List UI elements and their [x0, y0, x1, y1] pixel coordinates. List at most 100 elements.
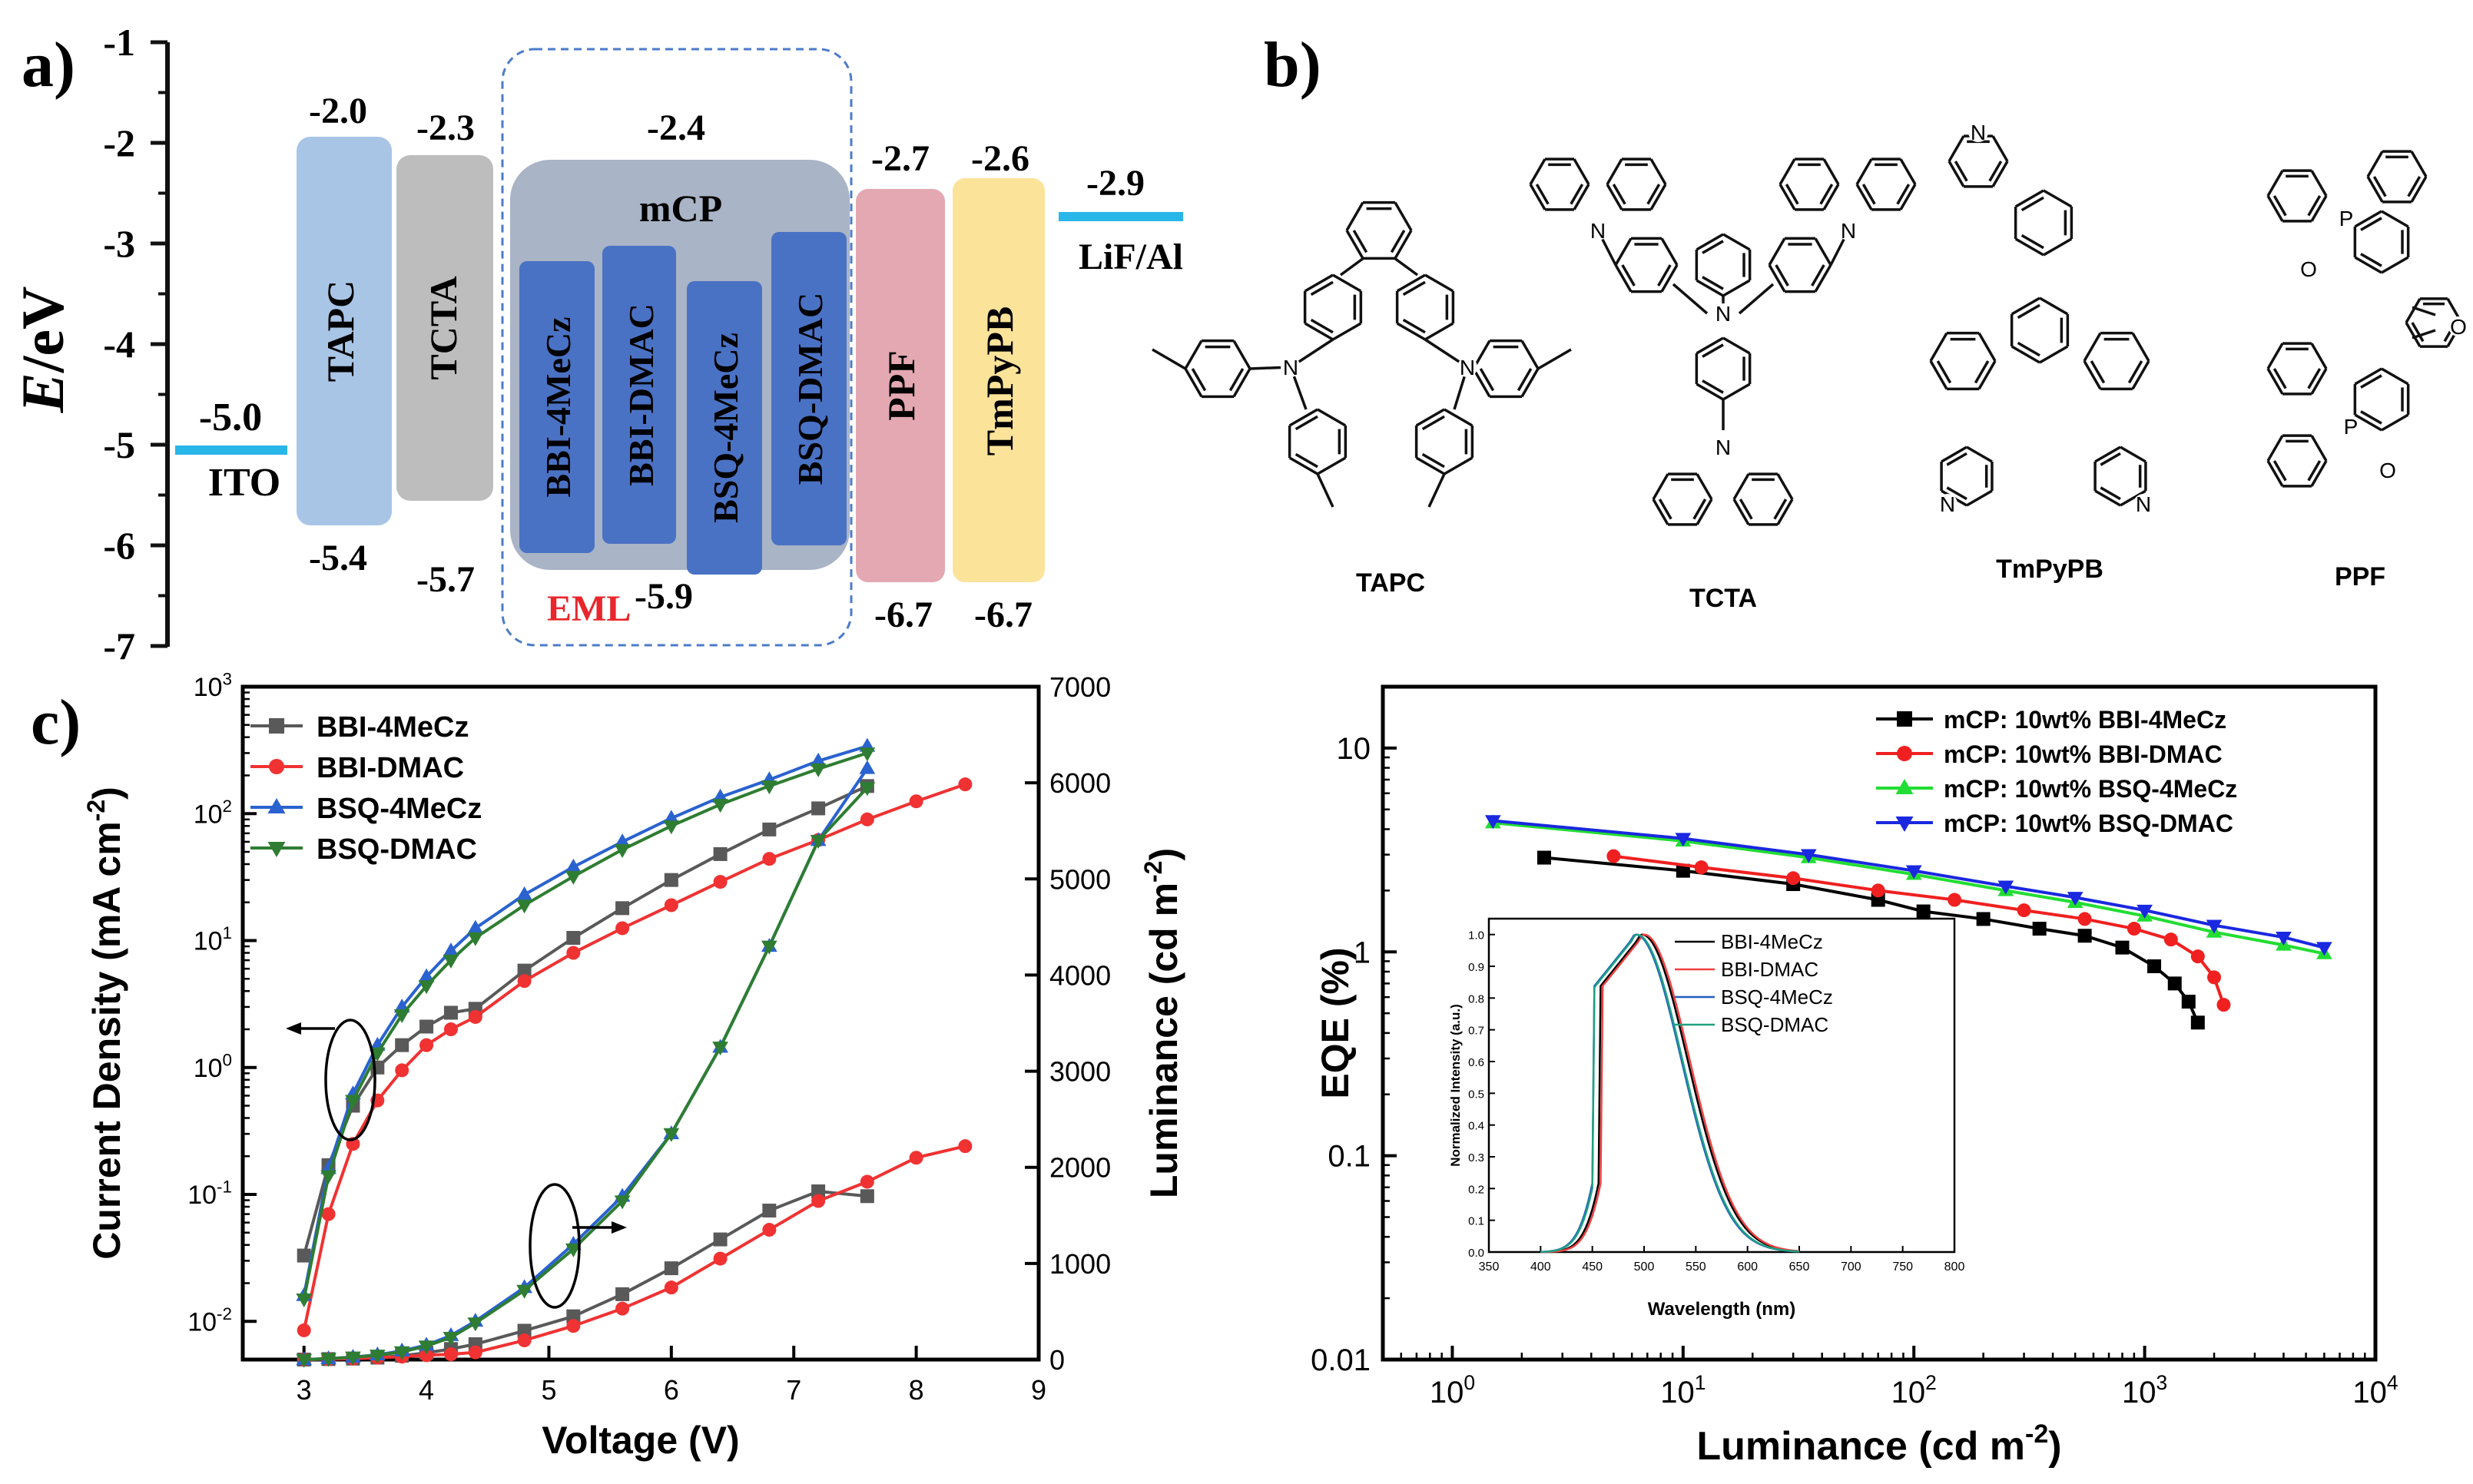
jvl-data-point — [517, 1333, 532, 1347]
eqe-x-tick-label: 104 — [2352, 1371, 2398, 1409]
jvl-data-point — [909, 794, 923, 809]
bond — [2354, 210, 2382, 228]
jvl-data-point — [713, 1232, 728, 1247]
atom-label: O — [2450, 315, 2467, 339]
bond — [1570, 184, 1584, 205]
bond — [2307, 368, 2322, 389]
jvl-x-tick-label: 6 — [664, 1374, 679, 1406]
bond — [1394, 230, 1413, 260]
bond — [2120, 489, 2146, 507]
eqe-data-point — [1905, 865, 1922, 879]
jvl-data-point — [345, 1351, 361, 1366]
bond — [1332, 273, 1362, 293]
jvl-data-point — [664, 873, 678, 887]
pl-y-axis-label: Normalized Intensity (a.u.) — [1448, 1004, 1463, 1167]
jvl-y2-tick-label: 3000 — [1049, 1056, 1111, 1088]
bond — [1660, 264, 1679, 293]
jvl-data-point — [443, 942, 459, 957]
eqe-x-tick-label: 103 — [2122, 1371, 2167, 1409]
pl-x-tick-label: 600 — [1737, 1260, 1758, 1274]
jvl-data-point — [663, 820, 680, 835]
tcta-homo: -5.7 — [416, 559, 475, 600]
pl-y-tick-label: 0.4 — [1468, 1120, 1484, 1133]
bond — [1822, 158, 1840, 185]
tmpypb-layer — [953, 178, 1045, 582]
jvl-y-tick-label: 101 — [194, 923, 232, 956]
jvl-data-point — [418, 980, 435, 995]
jvl-y2-ticks: 0 1000 2000 3000 4000 5000 6000 7000 — [1025, 671, 1111, 1376]
bond — [2360, 253, 2382, 267]
eqe-data-point — [2163, 932, 2178, 947]
bond — [1819, 184, 1834, 205]
jvl-data-point — [467, 1317, 484, 1332]
bond — [2014, 189, 2044, 208]
jvl-y-tick-label: 102 — [194, 797, 232, 829]
jvl-y-tick-label: 100 — [194, 1050, 232, 1082]
bond — [1402, 280, 1426, 296]
bond — [1855, 158, 1873, 185]
bond — [1974, 360, 1990, 384]
bond — [1936, 360, 1952, 384]
eqe-data-point — [1606, 849, 1621, 863]
pl-x-tick-label: 700 — [1841, 1260, 1861, 1274]
jvl-data-point — [909, 1151, 923, 1165]
bond — [1646, 184, 1661, 205]
bond — [1304, 322, 1334, 341]
jvl-data-point — [393, 1346, 410, 1360]
jvl-data-point — [418, 968, 435, 982]
eqe-legend-label: mCP: 10wt% BSQ-4MeCz — [1944, 775, 2237, 803]
atom-label: O — [2379, 459, 2396, 482]
atom-mask — [2378, 460, 2398, 480]
tapc-layer — [297, 137, 392, 525]
eqe-data-point — [2190, 949, 2205, 964]
bond — [2360, 217, 2382, 231]
jvl-data-point — [811, 1184, 826, 1198]
bond — [2381, 256, 2409, 274]
bond — [2272, 195, 2287, 217]
bond — [2410, 176, 2428, 203]
bond — [1785, 184, 1799, 205]
mcp-host-label: mCP — [639, 187, 722, 230]
bond — [1295, 415, 1318, 431]
jvl-data-point — [565, 858, 582, 873]
bond — [2100, 486, 2121, 501]
pl-x-tick-label: 650 — [1789, 1260, 1810, 1274]
bond — [2100, 452, 2121, 466]
bond — [1573, 158, 1590, 185]
eml-box — [501, 48, 853, 647]
jvl-x-tick-label: 3 — [297, 1374, 312, 1406]
jvl-legend-marker — [267, 842, 286, 857]
bond — [1444, 456, 1474, 475]
bond — [2266, 195, 2284, 222]
jvl-data-point — [761, 780, 777, 795]
jvl-chart: 3 4 5 6 7 8 9 10-2 10-1 100 101 102 103 0 1000 2000 30… — [82, 670, 1185, 1462]
bond — [1529, 184, 1546, 210]
jvl-x-axis-label: Voltage (V) — [542, 1419, 739, 1462]
bond — [1966, 446, 1993, 463]
jvl-data-point — [345, 1095, 361, 1109]
jvl-legend-label: BBI-DMAC — [317, 752, 464, 784]
jvl-x-tick-label: 8 — [909, 1374, 924, 1406]
jvl-data-point — [516, 1284, 532, 1299]
bond — [2021, 234, 2044, 250]
bond — [2307, 460, 2322, 482]
jvl-data-point — [762, 1223, 777, 1237]
bond — [1696, 473, 1713, 500]
jvl-data-point — [664, 898, 678, 913]
jvl-data-point — [419, 1019, 434, 1034]
jvl-y2-tick-label: 4000 — [1049, 959, 1111, 991]
panel-label-b: b) — [1264, 29, 1321, 101]
bond — [1696, 279, 1724, 297]
bond — [1332, 322, 1362, 341]
bond — [1444, 408, 1474, 427]
pl-y-tick-label: 1.0 — [1468, 929, 1484, 942]
bond — [2266, 343, 2284, 369]
jvl-legend: BBI-4MeCz BBI-DMAC BSQ-4MeCz BSQ-DMAC — [250, 711, 482, 866]
structure-name-tcta: TCTA — [1689, 584, 1757, 613]
bond — [1184, 340, 1203, 369]
jvl-legend-marker — [267, 798, 286, 813]
bond — [1929, 332, 1948, 362]
bond — [2310, 343, 2328, 369]
bond — [2131, 360, 2150, 390]
